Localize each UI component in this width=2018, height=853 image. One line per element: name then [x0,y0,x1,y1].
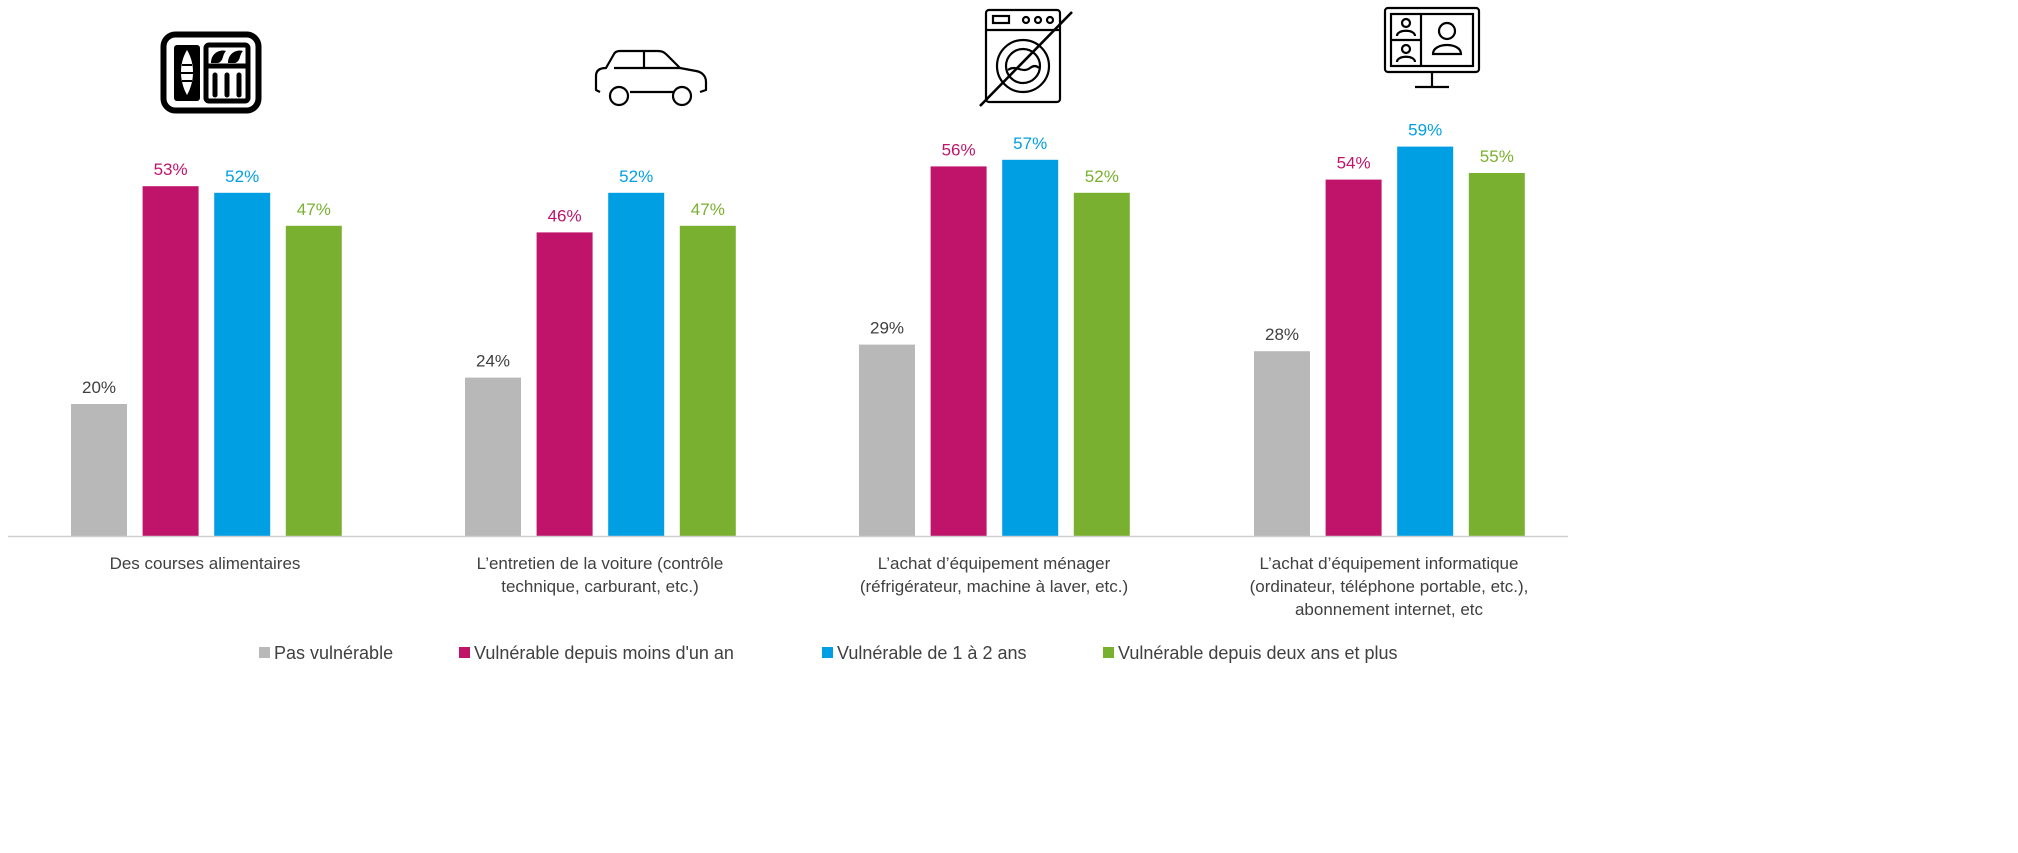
legend: Pas vulnérable Vulnérable depuis moins d'… [259,643,1398,663]
bar [536,232,593,536]
bars-layer [71,146,1525,537]
legend-swatch [1103,647,1114,658]
legend-item: Vulnérable de 1 à 2 ans [822,643,1026,663]
food-tray-icon [160,31,262,114]
bar [1073,192,1130,537]
bar [1468,173,1525,536]
grouped-bar-chart: 20% 53% 52% 47% 24% 46% 52% 47% 29% 56% 57% 52% 28% 5… [8,6,1568,663]
category-labels-layer: Des courses alimentaires L’entretien de l… [110,554,1529,619]
category-label: L’entretien de la voiture (contrôle [477,554,724,573]
bar-value-label: 52% [225,167,259,186]
bar [1254,351,1310,536]
bar [1397,146,1454,536]
legend-item: Vulnérable depuis moins d'un an [459,643,734,663]
bar-value-label: 57% [1013,134,1047,153]
bar-value-label: 46% [548,206,582,225]
bar [859,344,915,536]
bar-value-label: 59% [1408,121,1442,140]
value-labels-layer: 20% 53% 52% 47% 24% 46% 52% 47% 29% 56% 57% 52% 28% 5… [82,121,1514,397]
bar-value-label: 54% [1337,154,1371,173]
bar [142,186,199,536]
bar-value-label: 52% [619,167,653,186]
category-label: L’achat d’équipement ménager [878,554,1111,573]
bar [285,225,342,537]
bar-value-label: 24% [476,352,510,371]
category-label: Des courses alimentaires [110,554,301,573]
bar [71,404,127,536]
bar-value-label: 55% [1480,147,1514,166]
car-icon [594,49,708,107]
bar-value-label: 28% [1265,325,1299,344]
legend-item: Pas vulnérable [259,643,393,663]
bar-value-label: 52% [1085,167,1119,186]
bar [608,192,665,537]
legend-swatch [822,647,833,658]
washing-machine-crossed-icon [979,8,1073,107]
bar-value-label: 56% [942,140,976,159]
legend-label: Pas vulnérable [274,643,393,663]
bar [465,377,521,536]
legend-swatch [259,647,270,658]
legend-label: Vulnérable de 1 à 2 ans [837,643,1026,663]
category-label: abonnement internet, etc [1295,600,1484,619]
bar-value-label: 47% [691,200,725,219]
bar-value-label: 53% [154,160,188,179]
category-label: technique, carburant, etc.) [501,577,699,596]
video-call-monitor-icon [1383,6,1481,89]
bar [1002,159,1059,537]
bar-value-label: 29% [870,319,904,338]
legend-item: Vulnérable depuis deux ans et plus [1103,643,1398,663]
category-label: L’achat d’équipement informatique [1260,554,1519,573]
chart-container: 20% 53% 52% 47% 24% 46% 52% 47% 29% 56% 57% 52% 28% 5… [8,6,1568,663]
legend-label: Vulnérable depuis moins d'un an [474,643,734,663]
bar [930,166,987,536]
bar-value-label: 47% [297,200,331,219]
legend-label: Vulnérable depuis deux ans et plus [1118,643,1398,663]
bar [679,225,736,537]
category-label: (ordinateur, téléphone portable, etc.), [1250,577,1529,596]
bar [214,192,271,537]
category-label: (réfrigérateur, machine à laver, etc.) [860,577,1128,596]
bar-value-label: 20% [82,378,116,397]
bar [1325,179,1382,536]
legend-swatch [459,647,470,658]
